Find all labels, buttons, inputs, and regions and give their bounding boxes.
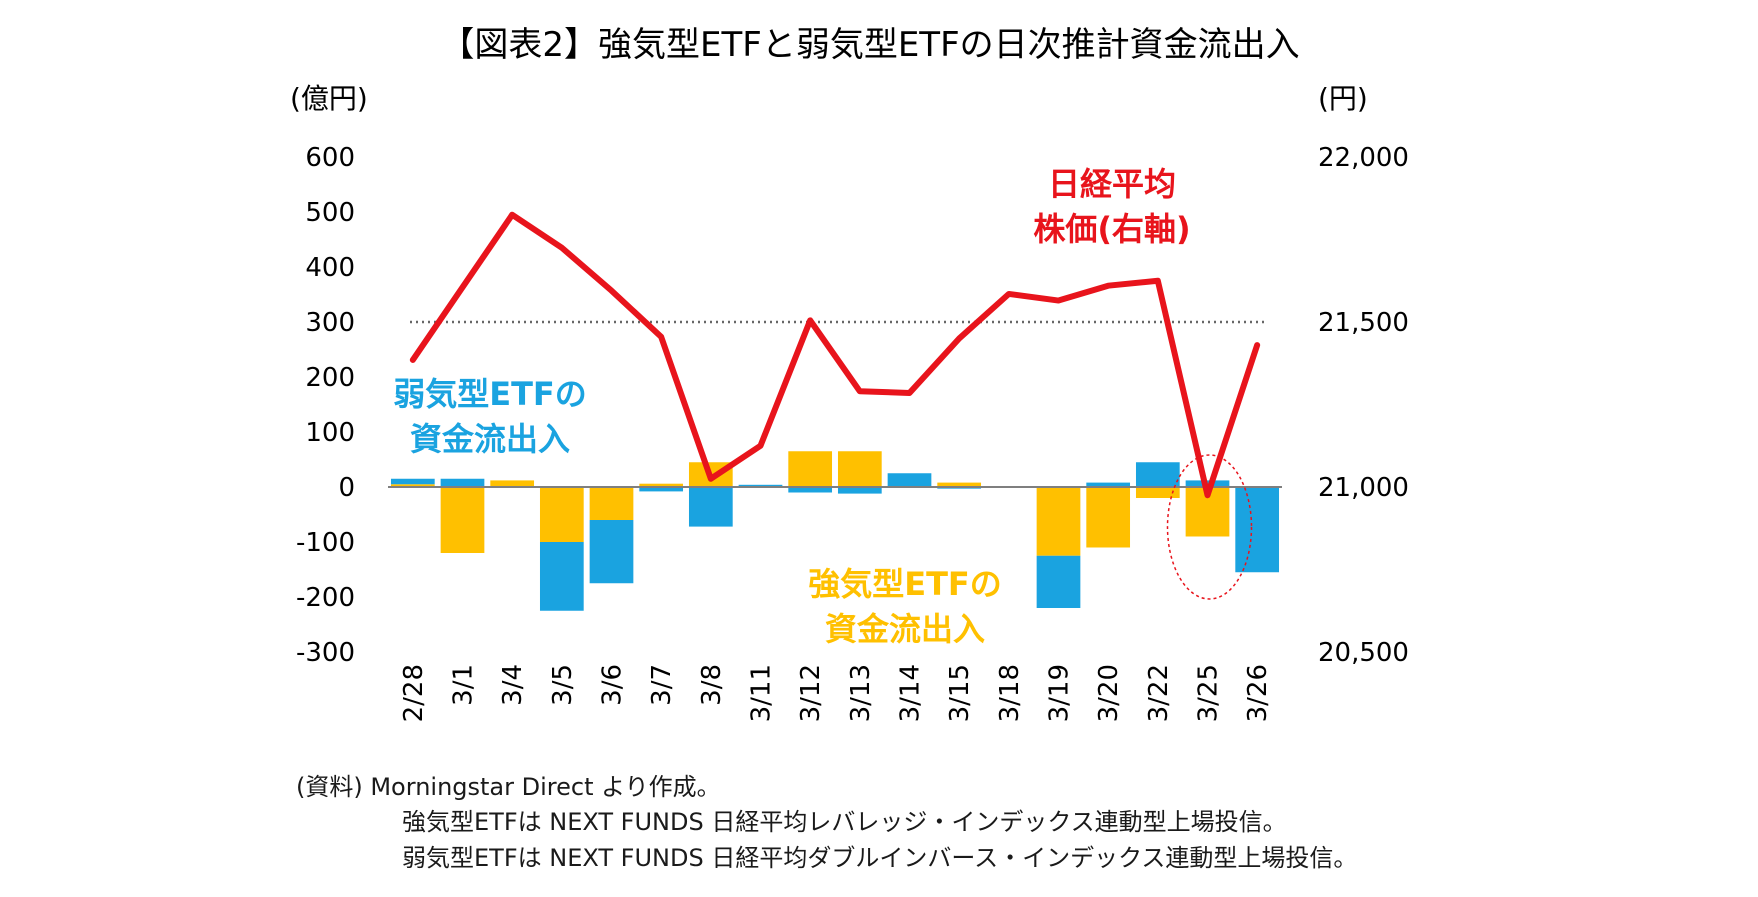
bear-bar-3 xyxy=(539,542,584,611)
right-tick-label: 22,000 xyxy=(1318,143,1409,173)
bull-bar-5 xyxy=(639,483,684,487)
bear-bar-4 xyxy=(589,520,634,584)
left-tick-label: 600 xyxy=(305,143,355,173)
bear-bar-17 xyxy=(1235,487,1280,573)
x-tick-label: 3/8 xyxy=(697,664,727,706)
left-tick-label: 100 xyxy=(305,418,355,448)
x-tick-label: 3/25 xyxy=(1194,664,1224,722)
left-axis-ticks: 600 500 400 300 200 100 0 -100 -200 -300 xyxy=(296,143,355,668)
bear-bar-7 xyxy=(738,484,783,487)
x-tick-label: 3/12 xyxy=(796,664,826,722)
bear-bar-9 xyxy=(837,487,882,494)
nikkei-label: 株価(右軸) xyxy=(1033,210,1190,248)
right-tick-label: 21,500 xyxy=(1318,308,1409,338)
x-tick-label: 3/13 xyxy=(846,664,876,722)
x-tick-label: 3/15 xyxy=(945,664,975,722)
x-tick-label: 3/7 xyxy=(647,664,677,706)
bull-etf-label: 資金流出入 xyxy=(825,610,985,648)
bull-etf-note: 強気型ETFは NEXT FUNDS 日経平均レバレッジ・インデックス連動型上場… xyxy=(402,808,1287,836)
left-tick-label: -100 xyxy=(296,528,355,558)
bear-bar-15 xyxy=(1135,462,1180,487)
bull-bar-1 xyxy=(440,487,485,553)
x-tick-label: 3/20 xyxy=(1094,664,1124,722)
bull-bar-9 xyxy=(837,451,882,487)
x-tick-label: 2/28 xyxy=(399,664,429,722)
x-tick-label: 3/26 xyxy=(1243,664,1273,722)
bull-bar-11 xyxy=(937,482,982,487)
x-tick-label: 3/11 xyxy=(747,664,777,722)
left-tick-label: -200 xyxy=(296,583,355,613)
bull-bar-15 xyxy=(1135,487,1180,498)
bear-bar-13 xyxy=(1036,555,1081,608)
bear-etf-note: 弱気型ETFは NEXT FUNDS 日経平均ダブルインバース・インデックス連動… xyxy=(402,844,1358,872)
x-axis-labels: 2/28 3/1 3/4 3/5 3/6 3/7 3/8 3/11 3/12 3/13 3/14 3/… xyxy=(399,664,1273,722)
right-axis-ticks: 22,000 21,500 21,000 20,500 xyxy=(1318,143,1409,668)
bull-etf-label: 強気型ETFの xyxy=(808,565,1002,603)
right-tick-label: 21,000 xyxy=(1318,473,1409,503)
left-tick-label: 500 xyxy=(305,198,355,228)
x-tick-label: 3/14 xyxy=(896,664,926,722)
left-tick-label: 400 xyxy=(305,253,355,283)
bull-bar-2 xyxy=(490,480,535,487)
chart-title: 【図表2】強気型ETFと弱気型ETFの日次推計資金流出入 xyxy=(440,25,1299,65)
x-tick-label: 3/18 xyxy=(995,664,1025,722)
bear-bar-0 xyxy=(390,478,435,485)
bull-bar-8 xyxy=(788,451,833,487)
bear-etf-label: 資金流出入 xyxy=(410,420,570,458)
bear-bar-14 xyxy=(1086,482,1131,487)
right-tick-label: 20,500 xyxy=(1318,638,1409,668)
bear-bar-6 xyxy=(688,487,733,527)
x-tick-label: 3/4 xyxy=(498,664,528,706)
bear-etf-label: 弱気型ETFの xyxy=(393,375,587,413)
nikkei-label: 日経平均 xyxy=(1048,165,1176,203)
left-axis-unit: (億円) xyxy=(290,82,368,115)
left-tick-label: 300 xyxy=(305,308,355,338)
bar-series xyxy=(390,451,1280,611)
bull-bar-14 xyxy=(1086,487,1131,548)
source-note: (資料) Morningstar Direct より作成。 xyxy=(296,773,721,801)
bull-bar-4 xyxy=(589,487,634,520)
x-tick-label: 3/1 xyxy=(449,664,479,706)
bull-bar-13 xyxy=(1036,487,1081,556)
bear-bar-5 xyxy=(639,487,684,492)
bull-bar-3 xyxy=(539,487,584,542)
left-tick-label: 200 xyxy=(305,363,355,393)
chart: 【図表2】強気型ETFと弱気型ETFの日次推計資金流出入 (億円) (円) 60… xyxy=(290,25,1409,722)
bear-bar-8 xyxy=(788,487,833,493)
x-tick-label: 3/22 xyxy=(1144,664,1174,722)
nikkei-line xyxy=(409,211,1261,499)
x-tick-label: 3/19 xyxy=(1045,664,1075,722)
left-tick-label: 0 xyxy=(338,473,355,503)
x-tick-label: 3/5 xyxy=(548,664,578,706)
bear-bar-10 xyxy=(887,473,932,487)
bear-bar-1 xyxy=(440,478,485,487)
right-axis-unit: (円) xyxy=(1318,82,1368,115)
highlight-circle xyxy=(1166,454,1253,600)
x-tick-label: 3/6 xyxy=(598,664,628,706)
left-tick-label: -300 xyxy=(296,638,355,668)
bull-bar-0 xyxy=(390,484,435,487)
